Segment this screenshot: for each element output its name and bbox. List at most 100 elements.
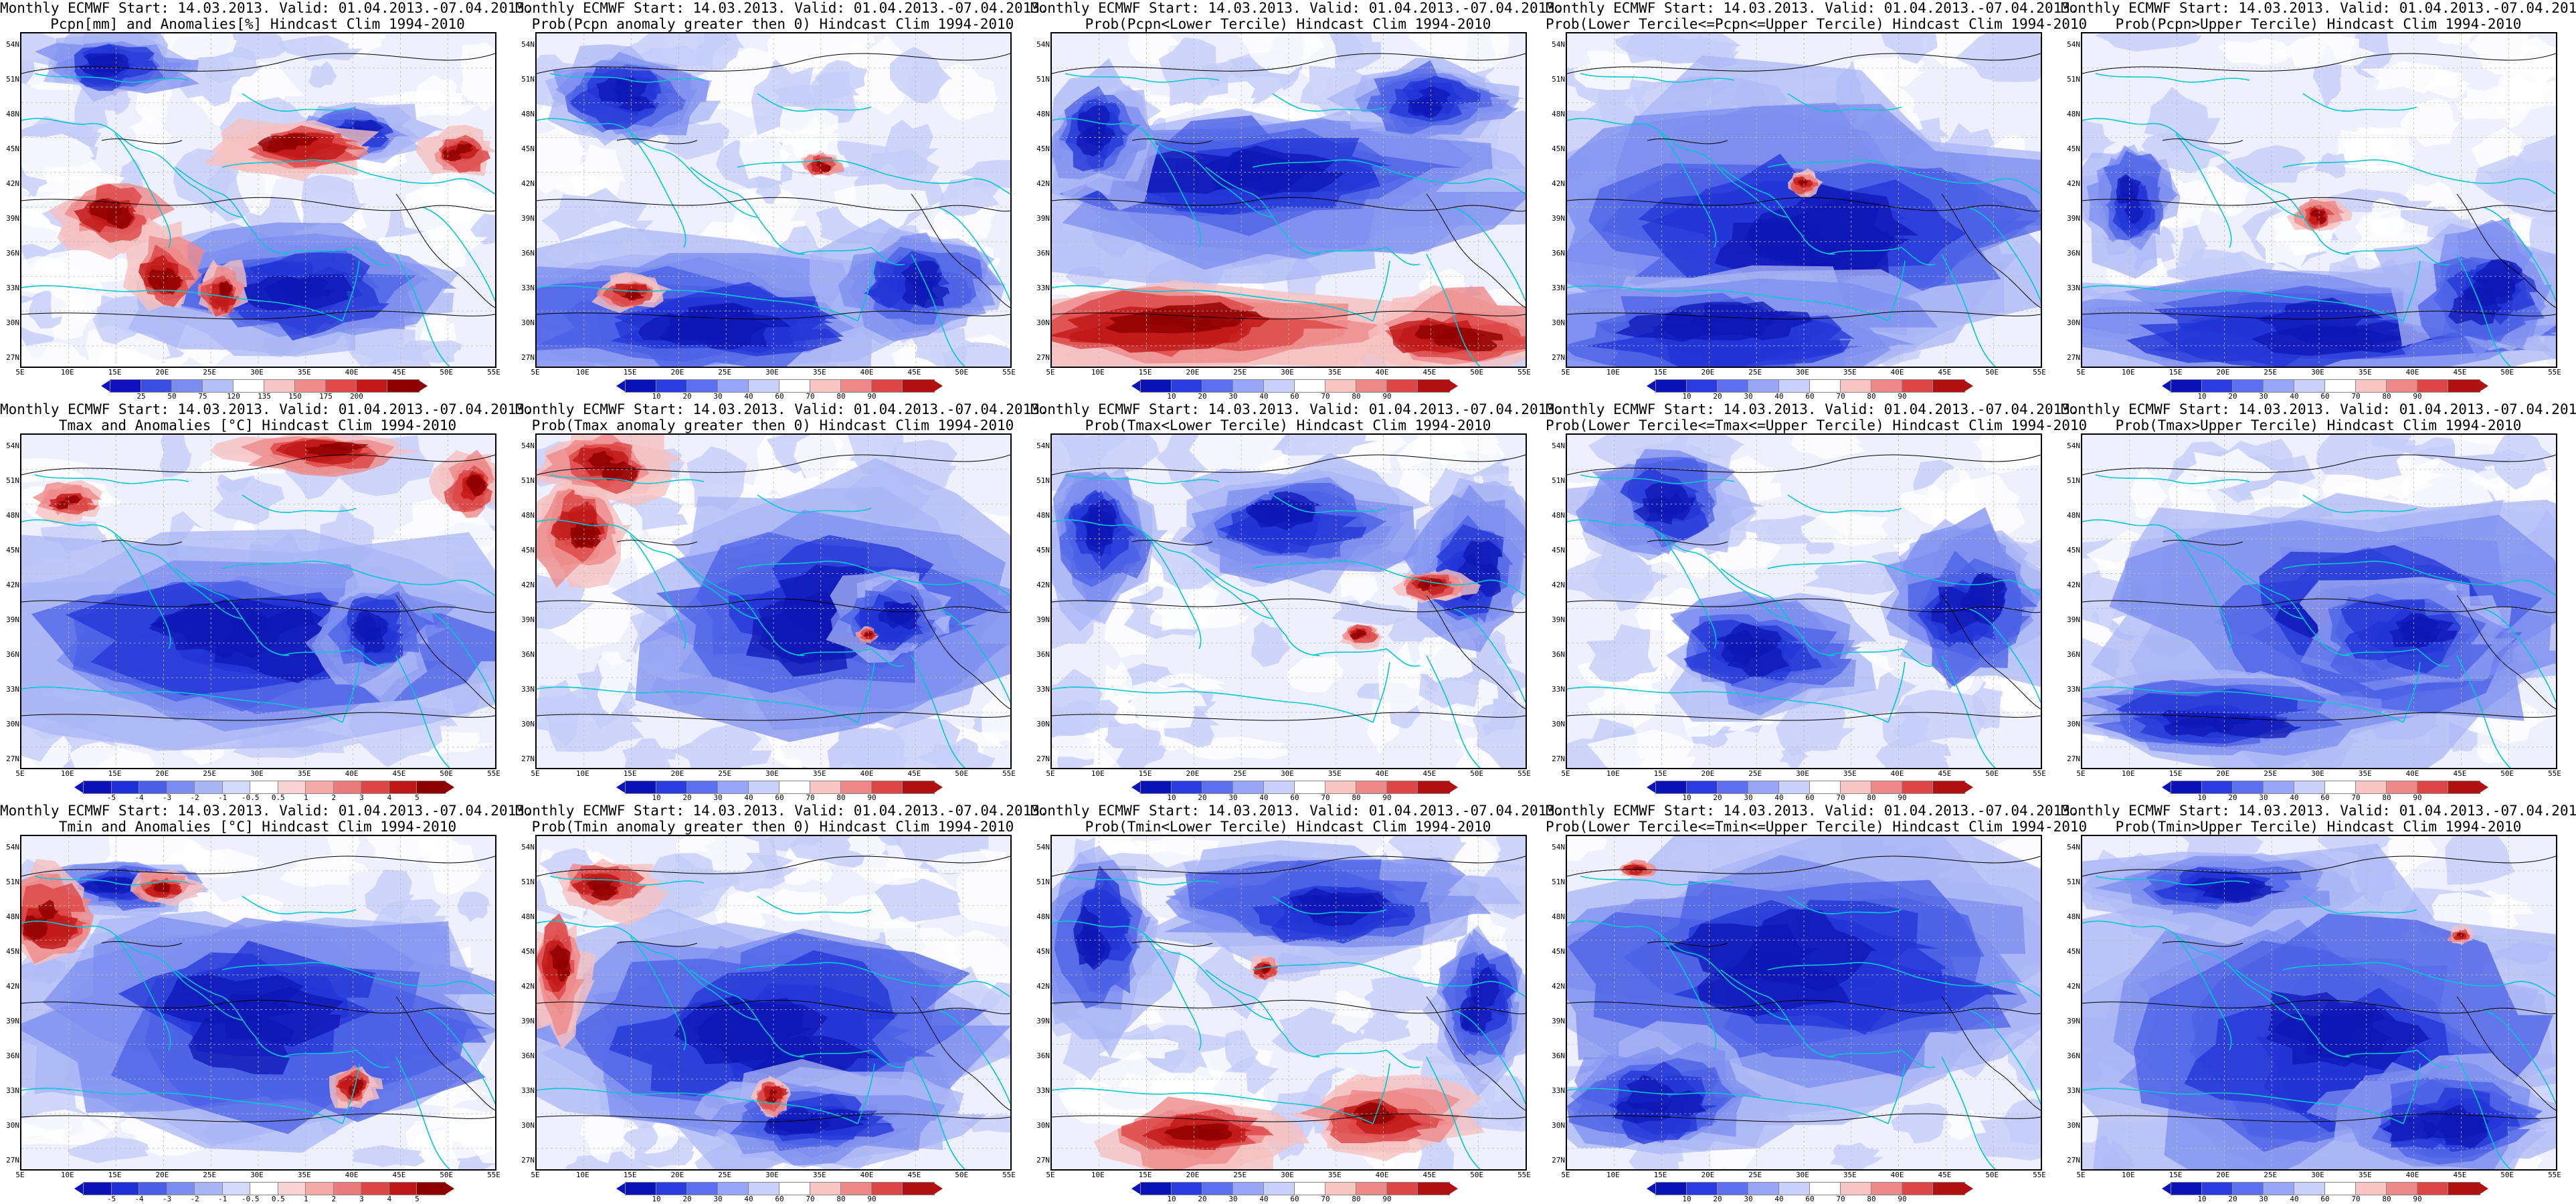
map-plot	[2081, 32, 2557, 368]
lat-label: 27N	[2067, 353, 2080, 362]
lat-label: 51N	[6, 75, 19, 84]
lat-label: 54N	[2067, 40, 2080, 49]
lat-label: 45N	[521, 546, 535, 555]
lat-label: 30N	[2067, 720, 2080, 728]
colorbar-segment	[2324, 379, 2357, 393]
lat-label: 39N	[6, 214, 19, 223]
colorbar-segment	[1809, 781, 1842, 794]
lat-label: 45N	[1036, 546, 1050, 555]
lon-label: 35E	[1843, 769, 1857, 778]
colorbar-segment	[686, 1182, 719, 1195]
colorbar-tick-label: 30	[713, 793, 723, 802]
lat-label: 27N	[2067, 755, 2080, 763]
colorbar-segment	[1902, 379, 1934, 393]
lat-label: 33N	[2067, 685, 2080, 694]
lon-label: 15E	[2169, 1171, 2183, 1179]
lon-label: 25E	[203, 1171, 217, 1179]
colorbar-segment	[717, 379, 750, 393]
lon-label: 40E	[2405, 368, 2419, 377]
colorbar-max-arrow	[445, 781, 454, 793]
panel-title-line2: Prob(Tmax<Lower Tercile) Hindcast Clim 1…	[1085, 417, 1491, 433]
colorbar-segment	[1140, 1182, 1173, 1195]
colorbar-segment	[686, 781, 719, 794]
colorbar-segment	[1932, 781, 1965, 794]
colorbar-segment	[2386, 379, 2419, 393]
colorbar-tick-label: 10	[1167, 1195, 1176, 1203]
colorbar-tick-label: 0.5	[271, 1195, 285, 1203]
colorbar-segment	[1294, 379, 1327, 393]
lon-label: 55E	[487, 1171, 500, 1179]
panel-title: Monthly ECMWF Start: 14.03.2013. Valid: …	[2061, 803, 2576, 835]
lon-label: 40E	[345, 368, 359, 377]
lon-label: 50E	[440, 368, 454, 377]
colorbar-min-arrow	[2162, 1183, 2171, 1195]
lat-label: 36N	[1552, 249, 1565, 258]
colorbar-segment	[202, 379, 235, 393]
lat-label: 36N	[521, 249, 535, 258]
lat-label: 48N	[1552, 912, 1565, 921]
colorbar-tick-label: 10	[1167, 793, 1176, 802]
colorbar-tick-label: 30	[2259, 1195, 2268, 1203]
colorbar-tick-label: 5	[415, 793, 420, 802]
lat-label: 36N	[1036, 249, 1050, 258]
map-plot	[1566, 32, 2042, 368]
colorbar-tick-label: 20	[2228, 1195, 2237, 1203]
lon-label: 40E	[860, 1171, 874, 1179]
lat-label: 39N	[1552, 1017, 1565, 1025]
lat-label: 48N	[6, 912, 19, 921]
panel-title-line2: Prob(Pcpn>Upper Tercile) Hindcast Clim 1…	[2115, 16, 2522, 32]
lon-label: 5E	[2076, 769, 2086, 778]
colorbar-tick-label: 40	[744, 392, 753, 401]
lon-label: 35E	[1327, 368, 1342, 377]
colorbar-tick-label: 20	[682, 392, 692, 401]
colorbar-min-arrow	[1131, 1183, 1141, 1195]
colorbar: 10 20 30 40 60 70 80 90	[1647, 379, 1973, 401]
colorbar-tick-label: 70	[1321, 1195, 1330, 1203]
colorbar-segment	[2294, 1182, 2326, 1195]
shaded-field	[537, 836, 1010, 1169]
lon-label: 10E	[575, 1171, 589, 1179]
lat-label: 45N	[1036, 144, 1050, 153]
colorbar-tick-label: 70	[2351, 392, 2361, 401]
colorbar-segment	[1655, 1182, 1688, 1195]
lat-label: 42N	[521, 581, 535, 589]
colorbar-tick-label: 90	[1898, 1195, 1907, 1203]
lon-label: 15E	[1653, 769, 1667, 778]
colorbar-segment	[388, 1182, 418, 1195]
map-panel-tmax-anom: Monthly ECMWF Start: 14.03.2013. Valid: …	[0, 401, 533, 803]
colorbar-segment	[277, 1182, 307, 1195]
lon-label: 30E	[1796, 769, 1809, 778]
panel-title-line1: Monthly ECMWF Start: 14.03.2013. Valid: …	[0, 0, 533, 16]
lat-label: 39N	[1552, 214, 1565, 223]
lon-label: 5E	[15, 1171, 25, 1179]
lon-label: 5E	[531, 769, 540, 778]
lat-label: 45N	[1552, 546, 1565, 555]
lat-label: 42N	[521, 982, 535, 991]
colorbar-segment	[1202, 379, 1234, 393]
lat-label: 33N	[521, 1086, 535, 1095]
colorbar-tick-label: -4	[134, 793, 144, 802]
lon-label: 45E	[1938, 1171, 1952, 1179]
lon-label: 35E	[2358, 1171, 2372, 1179]
lon-label: 40E	[860, 769, 874, 778]
colorbar-tick-label: 200	[350, 392, 363, 401]
lon-label: 15E	[2169, 368, 2183, 377]
shaded-field	[1567, 435, 2041, 768]
lat-label: 27N	[2067, 1156, 2080, 1165]
lat-label: 54N	[6, 40, 19, 49]
colorbar-max-arrow	[933, 1183, 943, 1195]
colorbar-tick-label: 60	[775, 1195, 784, 1203]
lat-label: 51N	[521, 476, 535, 485]
colorbar-segment	[2417, 1182, 2450, 1195]
colorbar-tick-label: 90	[867, 1195, 877, 1203]
panel-title-line1: Monthly ECMWF Start: 14.03.2013. Valid: …	[515, 803, 1048, 819]
colorbar-segment	[2417, 781, 2450, 794]
lon-label: 25E	[1233, 769, 1247, 778]
colorbar-tick-label: 3	[359, 1195, 364, 1203]
colorbar-tick-label: 90	[1382, 1195, 1392, 1203]
lon-label: 30E	[2311, 1171, 2324, 1179]
colorbar-tick-label: 120	[227, 392, 240, 401]
colorbar-tick-label: 60	[2320, 1195, 2330, 1203]
panel-title-line2: Prob(Tmin>Upper Tercile) Hindcast Clim 1…	[2115, 819, 2522, 835]
lon-label: 15E	[623, 769, 637, 778]
